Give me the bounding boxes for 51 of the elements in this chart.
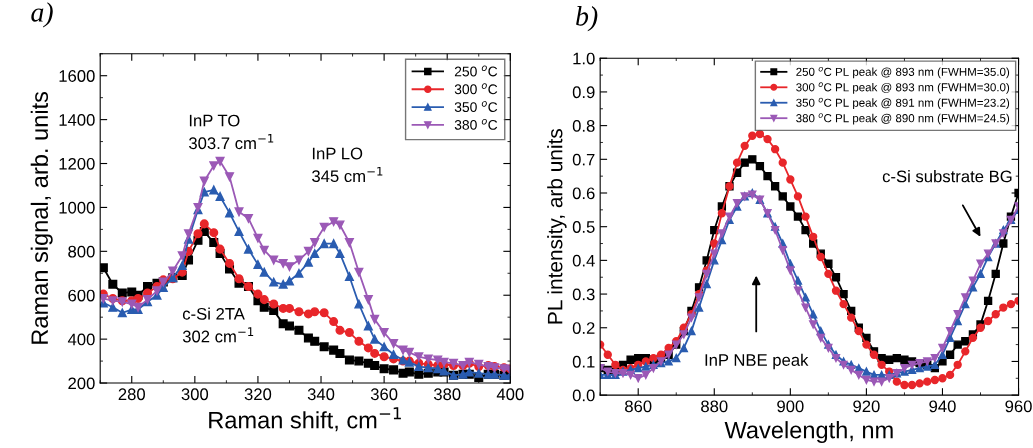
y-axis-title: PL intensity, arb units: [547, 129, 567, 324]
x-tick-label: 860: [625, 400, 652, 413]
x-tick-label: 400: [496, 388, 524, 401]
y-tick-label: 0.7: [572, 153, 595, 166]
y-tick-label: 1200: [59, 157, 95, 170]
annotation: InP NBE peak: [705, 353, 809, 370]
y-tick-label: 0.4: [572, 254, 595, 267]
x-axis-title: Wavelength, nm: [724, 421, 893, 444]
chart-title: a): [31, 2, 53, 28]
x-tick-label: 920: [853, 400, 880, 413]
y-tick-label: 0.5: [572, 221, 595, 233]
x-tick-label: 900: [777, 400, 804, 413]
x-tick-label: 960: [1005, 400, 1032, 413]
chart-title: b): [576, 6, 598, 32]
x-tick-label: 880: [701, 400, 728, 413]
y-tick-label: 400: [67, 333, 95, 346]
y-tick-label: 0.6: [572, 187, 595, 200]
legend-label: 300 $^{o}$C: [454, 83, 498, 95]
legend-label: 300 $^{o}$C PL peak @ 893 nm (FWHM=30.0): [796, 82, 1010, 94]
y-axis-title: Raman signal, arb. units: [30, 91, 53, 344]
y-tick-label: 0.0: [572, 389, 595, 402]
y-tick-label: 0.1: [572, 355, 595, 368]
annotation: InP LO 345 cm$^{−1}$: [312, 147, 383, 183]
x-tick-label: 280: [118, 388, 145, 401]
x-tick-label: 320: [244, 388, 272, 401]
legend-label: 250 $^{o}$C PL peak @ 893 nm (FWHM=35.0): [796, 66, 1010, 79]
y-tick-label: 600: [68, 289, 95, 302]
x-tick-label: 340: [307, 388, 335, 401]
x-tick-label: 940: [929, 400, 956, 413]
y-tick-label: 0.3: [572, 288, 595, 301]
y-tick-label: 0.8: [572, 120, 595, 132]
x-tick-label: 300: [181, 388, 209, 401]
legend-label: 350 $^{o}$C PL peak @ 891 nm (FWHM=23.2): [796, 97, 1010, 110]
annotation: c-Si substrate BG: [882, 170, 1012, 183]
y-tick-label: 800: [68, 245, 95, 258]
x-axis-title: Raman shift, cm$^{−1}$: [209, 407, 401, 432]
x-tick-label: 380: [433, 388, 461, 401]
legend-label: 380 $^{o}$C PL peak @ 890 nm (FWHM=24.5): [796, 113, 1010, 125]
annotation: InP TO 303.7 cm$^{−1}$: [189, 114, 274, 150]
legend-label: 250 $^{o}$C: [454, 65, 498, 77]
legend-label: 350 $^{o}$C: [454, 101, 498, 113]
annotation: c-Si 2TA 302 cm$^{−1}$: [182, 307, 254, 343]
y-tick-label: 1.0: [573, 52, 595, 65]
y-tick-label: 1600: [59, 70, 95, 82]
y-tick-label: 1000: [59, 201, 95, 214]
y-tick-label: 0.9: [572, 86, 595, 99]
legend-label: 380 $^{o}$C: [454, 118, 498, 130]
y-tick-label: 1400: [59, 114, 95, 126]
y-tick-label: 200: [68, 377, 95, 390]
x-tick-label: 360: [370, 388, 398, 401]
y-tick-label: 0.2: [572, 322, 595, 334]
